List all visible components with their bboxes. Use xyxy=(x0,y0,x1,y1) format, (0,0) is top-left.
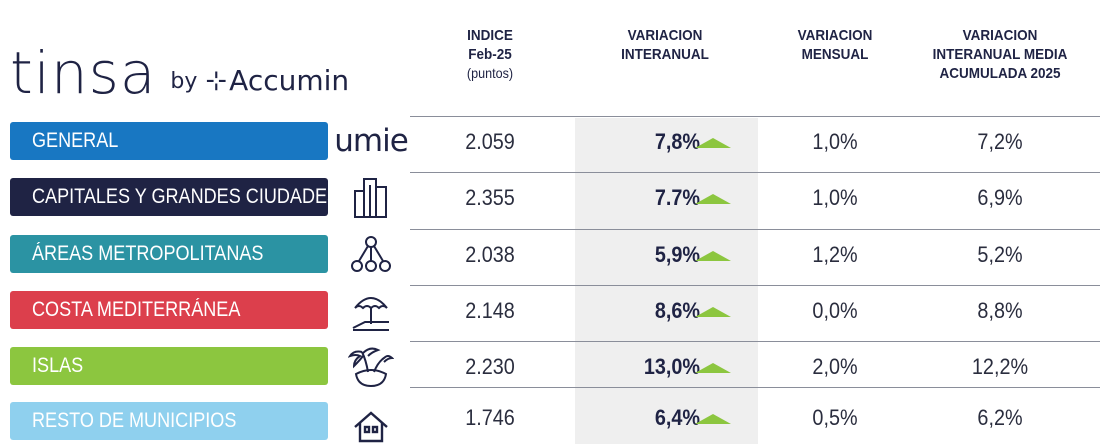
up-arrow-icon xyxy=(695,414,731,424)
region-label-areas: ÁREAS METROPOLITANAS xyxy=(10,235,328,273)
row-divider xyxy=(410,116,1100,117)
region-label-text: CAPITALES Y GRANDES CIUDADES xyxy=(32,185,328,208)
indice-value: 2.148 xyxy=(465,298,515,323)
umie-logo-text: umie xyxy=(334,123,409,159)
interanual-value: 5,9% xyxy=(654,242,700,267)
header-indice-title: INDICE xyxy=(467,27,513,44)
header-media-line2: INTERANUAL MEDIA xyxy=(932,46,1068,63)
up-arrow-icon xyxy=(695,194,731,204)
tinsa-logo: tinsa by ⊹ Accumin xyxy=(10,22,349,102)
accumin-mark-icon: ⊹ xyxy=(205,65,228,96)
house-icon xyxy=(338,402,404,444)
mensual-value: 0,5% xyxy=(812,405,858,430)
row-divider xyxy=(410,341,1100,342)
beach-umbrella-icon xyxy=(338,287,404,333)
media-value: 8,8% xyxy=(977,298,1023,323)
interanual-value: 7.7% xyxy=(654,185,700,210)
indice-value: 2.038 xyxy=(465,242,515,267)
up-arrow-icon xyxy=(695,307,731,317)
logo-by: by xyxy=(170,69,198,94)
header-mens-line2: MENSUAL xyxy=(801,46,869,63)
region-label-capitales: CAPITALES Y GRANDES CIUDADES xyxy=(10,178,328,216)
interanual-value: 13,0% xyxy=(643,354,700,379)
media-value: 5,2% xyxy=(977,242,1023,267)
region-label-general: GENERAL xyxy=(10,122,328,160)
logo-brand: tinsa xyxy=(10,39,157,107)
mensual-value: 2,0% xyxy=(812,354,858,379)
row-divider xyxy=(410,229,1100,230)
header-variacion-interanual: VARIACION INTERANUAL xyxy=(598,26,733,64)
header-variacion-media: VARIACION INTERANUAL MEDIA ACUMULADA 202… xyxy=(924,26,1077,83)
mensual-value: 1,0% xyxy=(812,185,858,210)
region-label-text: ISLAS xyxy=(32,354,84,377)
up-arrow-icon xyxy=(695,138,731,148)
region-label-text: GENERAL xyxy=(32,129,119,152)
header-indice: INDICE Feb-25 (puntos) xyxy=(432,26,549,83)
interanual-value: 6,4% xyxy=(654,405,700,430)
mensual-value: 1,2% xyxy=(812,242,858,267)
interanual-value: 8,6% xyxy=(654,298,700,323)
header-media-line1: VARIACION xyxy=(962,27,1038,44)
indice-value: 2.230 xyxy=(465,354,515,379)
interanual-value: 7,8% xyxy=(654,129,700,154)
header-mens-line1: VARIACION xyxy=(797,27,873,44)
umie-text-icon: umie xyxy=(334,118,409,164)
header-media-line3: ACUMULADA 2025 xyxy=(939,65,1061,82)
row-divider xyxy=(410,172,1100,173)
up-arrow-icon xyxy=(695,363,731,373)
table-row: ÁREAS METROPOLITANAS 2.038 5,9% 1,2% 5,2… xyxy=(0,231,1116,287)
row-divider xyxy=(410,285,1100,286)
header-indice-date: Feb-25 xyxy=(468,46,512,63)
media-value: 7,2% xyxy=(977,129,1023,154)
region-label-costa: COSTA MEDITERRÁNEA xyxy=(10,291,328,329)
region-label-islas: ISLAS xyxy=(10,347,328,385)
mensual-value: 1,0% xyxy=(812,129,858,154)
header-ia-line1: VARIACION xyxy=(627,27,703,44)
header-indice-unit: (puntos) xyxy=(466,65,514,81)
region-label-text: ÁREAS METROPOLITANAS xyxy=(32,242,264,265)
media-value: 12,2% xyxy=(971,354,1029,379)
mensual-value: 0,0% xyxy=(812,298,858,323)
indice-value: 1.746 xyxy=(465,405,515,430)
logo-partner: ⊹ Accumin xyxy=(205,64,349,97)
table-row: COSTA MEDITERRÁNEA 2.148 8,6% 0,0% 8,8% xyxy=(0,287,1116,343)
media-value: 6,2% xyxy=(977,405,1023,430)
logo-partner-name: Accumin xyxy=(229,64,350,97)
table-row: ISLAS 2.230 13,0% 2,0% 12,2% xyxy=(0,343,1116,399)
header-variacion-mensual: VARIACION MENSUAL xyxy=(768,26,903,64)
table-row: RESTO DE MUNICIPIOS 1.746 6,4% 0,5% 6,2% xyxy=(0,394,1116,444)
region-label-text: COSTA MEDITERRÁNEA xyxy=(32,298,241,321)
up-arrow-icon xyxy=(695,251,731,261)
region-label-text: RESTO DE MUNICIPIOS xyxy=(32,409,237,432)
network-icon xyxy=(338,231,404,277)
table-row: GENERAL umie 2.059 7,8% 1,0% 7,2% xyxy=(0,118,1116,174)
region-label-resto: RESTO DE MUNICIPIOS xyxy=(10,402,328,440)
island-icon xyxy=(338,343,404,389)
media-value: 6,9% xyxy=(977,185,1023,210)
indice-value: 2.059 xyxy=(465,129,515,154)
row-divider xyxy=(410,387,1100,388)
header-ia-line2: INTERANUAL xyxy=(621,46,709,63)
indice-value: 2.355 xyxy=(465,185,515,210)
table-row: CAPITALES Y GRANDES CIUDADES 2.355 7.7% … xyxy=(0,174,1116,230)
buildings-icon xyxy=(338,174,404,220)
